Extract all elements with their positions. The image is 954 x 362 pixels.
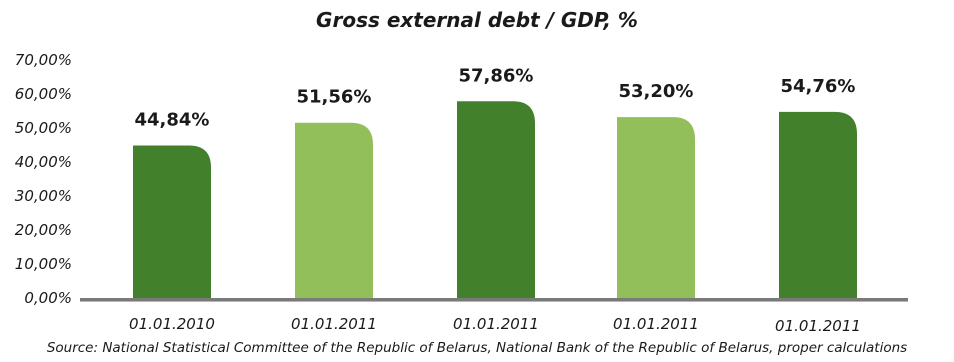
x-tick-label: 01.01.2011 (775, 317, 861, 335)
y-tick-label: 60,00% (15, 85, 72, 103)
x-tick-label: 01.01.2011 (291, 315, 377, 333)
data-label: 57,86% (459, 65, 534, 86)
data-label: 54,76% (781, 76, 856, 97)
chart-title: Gross external debt / GDP, % (316, 8, 638, 32)
y-tick-label: 0,00% (24, 289, 72, 307)
y-tick-label: 50,00% (15, 119, 72, 137)
data-label: 53,20% (619, 81, 694, 102)
y-tick-label: 70,00% (15, 51, 72, 69)
bar (779, 111, 857, 298)
y-tick-label: 20,00% (15, 221, 72, 239)
x-tick-label: 01.01.2011 (453, 315, 539, 333)
y-tick-label: 10,00% (15, 255, 72, 273)
bar (457, 101, 535, 298)
x-tick-label: 01.01.2010 (129, 315, 215, 333)
x-axis-shadow (80, 301, 908, 302)
x-axis-line (80, 298, 908, 301)
y-tick-label: 40,00% (15, 153, 72, 171)
bar (133, 145, 211, 298)
source-note: Source: National Statistical Committee o… (46, 340, 908, 356)
data-label: 44,84% (135, 110, 210, 131)
data-label: 51,56% (297, 87, 372, 108)
y-tick-label: 30,00% (15, 187, 72, 205)
x-tick-label: 01.01.2011 (613, 315, 699, 333)
bar (617, 117, 695, 299)
bar (295, 122, 373, 298)
